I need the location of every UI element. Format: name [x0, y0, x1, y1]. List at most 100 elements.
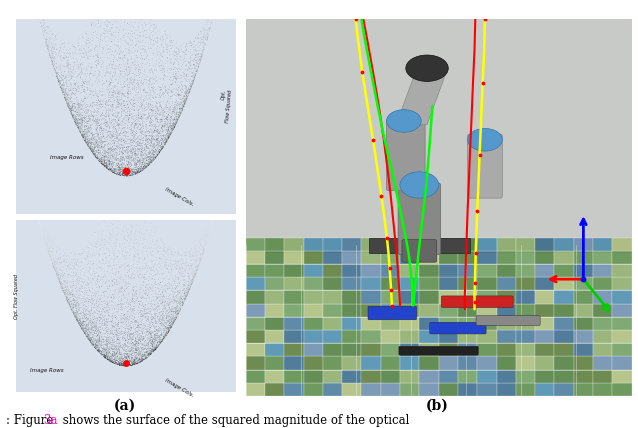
Point	[62, 253, 72, 260]
Point	[166, 296, 176, 303]
Point	[109, 18, 119, 24]
Point	[144, 334, 154, 341]
Point	[112, 345, 122, 352]
Point	[40, 238, 50, 245]
Point	[126, 10, 136, 17]
Point	[163, 136, 173, 143]
Point	[124, 273, 134, 279]
Point	[129, 265, 139, 271]
Point	[134, 336, 144, 342]
Point	[212, 0, 222, 6]
Point	[86, 332, 96, 339]
Point	[188, 62, 198, 68]
Point	[128, 329, 138, 336]
Point	[165, 133, 175, 140]
Point	[158, 143, 168, 150]
Point	[165, 324, 175, 331]
Point	[129, 103, 139, 110]
Point	[100, 352, 110, 359]
Point	[38, 10, 48, 17]
Point	[102, 155, 112, 162]
Point	[68, 86, 78, 92]
Point	[122, 313, 133, 320]
Point	[146, 346, 156, 353]
Point	[145, 339, 155, 345]
Point	[85, 140, 96, 147]
Point	[106, 330, 116, 336]
Point	[99, 288, 109, 295]
Point	[71, 309, 81, 315]
Point	[111, 331, 121, 338]
Point	[149, 347, 160, 354]
Point	[119, 342, 130, 349]
Point	[100, 317, 110, 324]
Point	[110, 169, 120, 176]
Point	[173, 291, 183, 298]
Point	[87, 341, 97, 348]
Point	[129, 138, 139, 145]
Point	[108, 79, 118, 86]
Point	[166, 306, 176, 313]
Point	[140, 104, 151, 111]
Point	[126, 167, 137, 174]
Point	[50, 268, 61, 275]
Point	[91, 326, 101, 333]
Point	[151, 150, 161, 157]
Point	[64, 67, 74, 74]
Point	[80, 325, 90, 332]
Point	[175, 252, 186, 259]
Point	[60, 282, 70, 289]
Point	[55, 254, 65, 261]
Point	[121, 7, 131, 14]
Point	[98, 314, 108, 321]
Point	[175, 300, 185, 307]
Point	[117, 310, 127, 317]
Point	[175, 280, 185, 287]
Point	[141, 134, 151, 140]
Point	[125, 334, 135, 341]
Point	[96, 121, 106, 128]
Point	[73, 294, 83, 300]
Point	[126, 169, 136, 176]
Point	[87, 331, 98, 338]
Point	[100, 352, 110, 359]
Point	[95, 321, 105, 327]
Point	[141, 326, 151, 333]
Point	[62, 100, 72, 107]
Point	[84, 138, 94, 145]
Point	[169, 121, 179, 128]
Point	[96, 155, 107, 162]
Point	[110, 267, 121, 273]
Point	[115, 241, 125, 248]
Point	[141, 118, 151, 125]
Point	[156, 103, 167, 110]
Point	[80, 329, 91, 336]
Point	[127, 346, 137, 353]
Point	[43, 234, 53, 241]
Point	[90, 344, 100, 351]
Point	[161, 127, 172, 134]
Point	[122, 75, 133, 82]
Point	[176, 295, 186, 302]
Point	[90, 152, 100, 159]
Point	[165, 308, 175, 315]
Point	[114, 63, 124, 70]
Point	[176, 109, 186, 116]
Point	[68, 103, 78, 110]
Point	[196, 242, 206, 249]
Point	[96, 74, 107, 80]
Point	[70, 85, 80, 92]
Point	[86, 113, 96, 120]
Point	[155, 137, 165, 144]
Point	[147, 264, 157, 271]
Point	[200, 238, 210, 245]
Point	[157, 323, 167, 330]
Point	[102, 303, 112, 310]
Point	[75, 321, 85, 328]
Bar	[612, 238, 632, 251]
Point	[108, 167, 119, 174]
Point	[151, 279, 161, 286]
Point	[109, 155, 119, 161]
Point	[145, 351, 156, 358]
Point	[182, 288, 193, 294]
